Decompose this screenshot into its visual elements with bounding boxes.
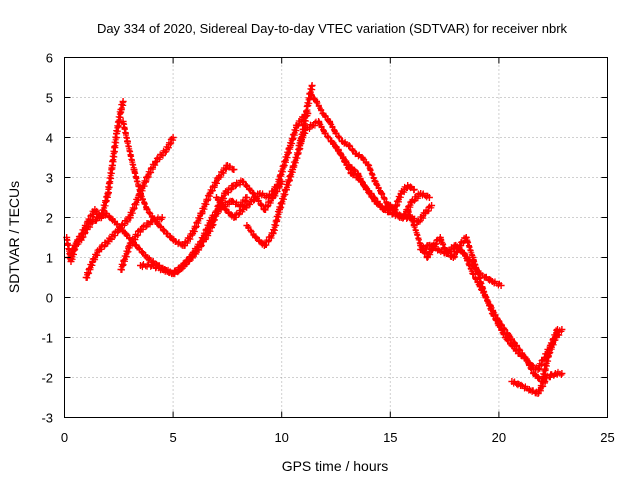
x-axis-ticks: 0 5 10 15 20 25	[61, 57, 615, 445]
y-tick-label: 4	[46, 131, 53, 146]
series-arc-3	[82, 134, 177, 281]
x-tick-label: 10	[274, 430, 288, 445]
series-trace	[214, 111, 311, 221]
y-tick-label: 1	[46, 251, 53, 266]
y-tick-label: 2	[46, 211, 53, 226]
y-tick-label: -1	[41, 331, 53, 346]
series-arc-4	[119, 118, 238, 249]
series-arc-10	[306, 90, 418, 213]
series-trace	[454, 243, 503, 289]
series-arc-15	[508, 368, 566, 397]
series-trace	[84, 135, 177, 281]
x-tick-label: 15	[383, 430, 397, 445]
y-tick-label: -3	[41, 411, 53, 426]
series-trace	[308, 92, 417, 213]
plot-frame	[64, 57, 608, 418]
y-tick-label: 5	[46, 91, 53, 106]
x-axis-label: GPS time / hours	[282, 458, 389, 474]
y-axis-ticks: -3 -2 -1 0 1 2 3 4 5 6	[41, 51, 608, 426]
series-trace	[63, 99, 127, 263]
y-tick-label: 3	[46, 171, 53, 186]
series-trace	[329, 140, 435, 226]
series-trace	[118, 214, 165, 273]
series-arc-7	[213, 110, 312, 221]
x-tick-label: 5	[169, 430, 176, 445]
x-tick-label: 25	[600, 430, 614, 445]
chart-title: Day 334 of 2020, Sidereal Day-to-day VTE…	[97, 21, 568, 36]
series-arc-14	[452, 242, 505, 289]
series-trace	[510, 368, 565, 397]
y-axis-label: SDTVAR / TECUs	[6, 181, 22, 293]
x-tick-label: 0	[61, 430, 68, 445]
series-trace	[419, 241, 565, 385]
x-tick-label: 20	[492, 430, 506, 445]
series-arc-1	[63, 98, 127, 265]
series-trace	[245, 83, 316, 248]
data-series	[63, 82, 566, 397]
series-arc-8	[243, 82, 316, 249]
gridlines	[64, 57, 608, 418]
series-arc-11	[328, 138, 436, 226]
y-tick-label: 6	[46, 51, 53, 66]
series-arc-5	[117, 214, 166, 273]
y-tick-label: -2	[41, 371, 53, 386]
y-tick-label: 0	[46, 291, 53, 306]
series-trace	[296, 118, 431, 222]
series-arc-9	[295, 118, 433, 222]
